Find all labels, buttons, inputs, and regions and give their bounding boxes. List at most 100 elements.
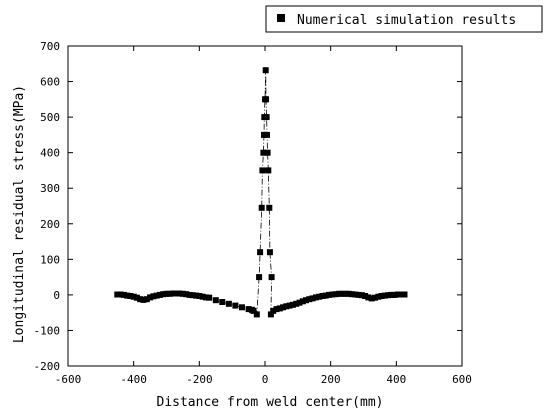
x-tick-label: 400 <box>386 373 406 386</box>
data-point <box>326 291 332 298</box>
data-point <box>401 291 408 298</box>
data-point <box>140 296 147 303</box>
data-point <box>239 304 245 311</box>
y-tick-label: -100 <box>34 324 61 337</box>
data-point <box>166 290 173 297</box>
y-tick-label: -200 <box>34 360 61 373</box>
data-point <box>173 290 180 297</box>
data-point <box>312 294 319 301</box>
data-point <box>273 306 280 313</box>
data-point <box>316 293 323 300</box>
data-point <box>368 295 375 302</box>
y-tick-label: 500 <box>40 111 60 124</box>
data-point <box>293 300 300 307</box>
data-point <box>199 293 206 300</box>
data-point <box>196 293 203 299</box>
data-point <box>265 167 272 174</box>
data-point <box>299 298 306 305</box>
data-point <box>362 293 369 299</box>
data-point <box>186 291 193 298</box>
data-point <box>256 274 263 281</box>
data-point <box>160 291 167 298</box>
data-point <box>266 249 273 256</box>
data-point <box>375 293 382 300</box>
data-point <box>225 300 232 307</box>
data-point <box>352 291 359 298</box>
series-layer <box>114 67 408 318</box>
data-point <box>342 290 349 297</box>
data-point <box>388 291 395 298</box>
data-point <box>183 291 190 298</box>
data-point <box>286 302 293 309</box>
data-point <box>349 291 355 298</box>
x-tick-label: 600 <box>452 373 472 386</box>
data-point <box>398 291 405 298</box>
data-point <box>276 305 283 312</box>
data-point <box>289 301 296 308</box>
data-point <box>268 274 275 281</box>
y-tick-label: 0 <box>53 289 60 302</box>
ticks-layer: -600 -400 -200 0 200 400 600 -200 -100 0 100 200 300… <box>34 40 472 386</box>
data-point <box>206 294 213 301</box>
data-point <box>253 311 260 318</box>
data-point <box>332 291 339 298</box>
data-point <box>202 294 209 301</box>
data-point <box>283 303 290 310</box>
data-point <box>266 204 273 211</box>
x-tick-label: 0 <box>262 373 269 386</box>
data-point <box>345 290 352 297</box>
data-point <box>280 304 287 311</box>
data-point <box>395 291 401 298</box>
data-point <box>114 291 121 298</box>
data-point <box>163 290 170 297</box>
data-point <box>179 290 186 297</box>
data-point <box>309 295 316 302</box>
data-point <box>127 293 134 299</box>
data-point <box>296 299 303 306</box>
data-point <box>263 96 269 103</box>
data-point <box>339 290 346 297</box>
data-point <box>189 292 196 299</box>
data-point <box>329 291 336 298</box>
y-tick-label: 400 <box>40 147 60 160</box>
data-point <box>137 296 144 303</box>
data-point <box>130 293 137 300</box>
data-point <box>257 249 264 256</box>
data-point <box>372 294 378 301</box>
data-point <box>365 294 372 301</box>
x-tick-label: -400 <box>120 373 147 386</box>
data-point <box>156 291 163 298</box>
data-point <box>263 114 270 121</box>
y-tick-label: 600 <box>40 76 60 89</box>
y-tick-label: 300 <box>40 182 60 195</box>
data-point <box>232 302 239 309</box>
data-point <box>335 290 342 297</box>
data-point <box>153 292 160 299</box>
data-point <box>117 291 124 298</box>
data-point <box>124 292 131 299</box>
data-point <box>391 291 398 298</box>
data-point <box>212 297 219 304</box>
y-tick-label: 700 <box>40 40 60 53</box>
x-tick-label: -200 <box>186 373 213 386</box>
data-point <box>260 149 267 156</box>
data-point <box>176 290 183 297</box>
data-point <box>133 294 140 301</box>
data-point <box>262 67 269 74</box>
data-point <box>120 291 127 298</box>
data-point <box>259 167 266 174</box>
data-point <box>264 131 270 138</box>
data-point <box>322 292 329 299</box>
data-point <box>378 293 385 299</box>
data-point <box>250 307 257 314</box>
y-axis-label: Longitudinal residual stress(MPa) <box>12 85 27 343</box>
data-point <box>219 299 226 305</box>
data-point <box>143 296 150 303</box>
data-point <box>150 293 157 300</box>
x-axis-label: Distance from weld center(mm) <box>157 395 384 410</box>
data-point <box>358 292 365 299</box>
data-point <box>264 149 271 156</box>
legend-marker-square <box>277 14 285 22</box>
x-tick-label: 200 <box>321 373 341 386</box>
